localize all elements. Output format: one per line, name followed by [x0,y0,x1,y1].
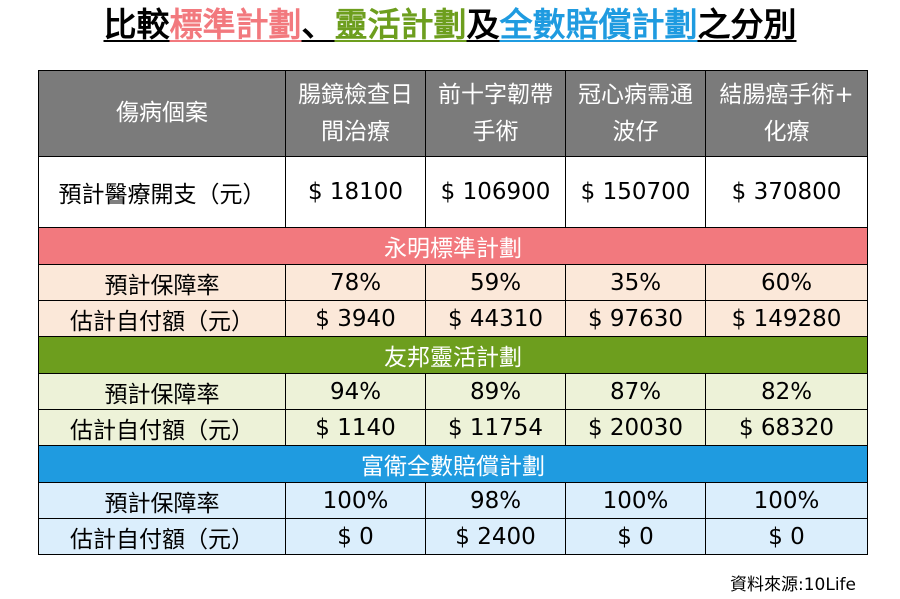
pay-value: $ 1140 [285,409,426,446]
title-connector: 及 [466,5,500,44]
pay-value: $ 0 [565,518,706,555]
section-title: 友邦靈活計劃 [38,336,868,374]
header-row-label: 傷病個案 [38,70,286,157]
pay-value: $ 3940 [285,300,426,337]
pay-value: $ 44310 [425,300,566,337]
rate-value: 98% [425,482,566,519]
pay-value: $ 97630 [565,300,706,337]
title-prefix: 比較 [103,5,170,44]
page-title: 比較標準計劃、靈活計劃及全數賠償計劃之分別 [0,2,900,48]
rate-value: 82% [705,373,868,410]
pay-value: $ 0 [285,518,426,555]
title-separator: 、 [301,5,335,44]
rate-label: 預計保障率 [38,373,286,410]
pay-value: $ 11754 [425,409,566,446]
title-suffix: 之分別 [697,5,797,44]
header-case-4-line-1: 結腸癌手術+ [719,81,854,108]
header-case-2-line-2: 手術 [472,118,519,145]
rate-value: 100% [705,482,868,519]
pay-label: 估計自付額（元） [38,409,286,446]
pay-value: $ 149280 [705,300,868,337]
cost-value: $ 150700 [565,156,706,228]
header-case-1-line-1: 腸鏡檢查日 [298,81,413,108]
comparison-table: 傷病個案 腸鏡檢查日間治療 前十字韌帶手術 冠心病需通波仔 結腸癌手術+ 化療 預… [38,70,868,555]
table-row: 預計保障率 78% 59% 35% 60% [38,264,868,301]
rate-value: 60% [705,264,868,301]
header-case-1: 腸鏡檢查日 間治療 [285,70,426,157]
pay-value: $ 68320 [705,409,868,446]
pay-label: 估計自付額（元） [38,518,286,555]
cost-value: $ 370800 [705,156,868,228]
pay-label: 估計自付額（元） [38,300,286,337]
header-case-4-line-2: 化療 [763,118,810,145]
table-row: 估計自付額（元） $ 0 $ 2400 $ 0 $ 0 [38,518,868,555]
header-case-3: 冠心病需通 波仔 [565,70,706,157]
rate-label: 預計保障率 [38,482,286,519]
title-plan-full: 全數賠償計劃 [499,5,698,44]
section-title: 永明標準計劃 [38,227,868,265]
rate-value: 94% [285,373,426,410]
header-case-2: 前十字韌帶 手術 [425,70,566,157]
rate-value: 89% [425,373,566,410]
rate-value: 100% [285,482,426,519]
title-plan-flexible: 靈活計劃 [334,5,467,44]
rate-value: 87% [565,373,706,410]
pay-value: $ 0 [705,518,868,555]
section-header-standard: 永明標準計劃 [38,227,868,265]
cost-row-label: 預計醫療開支（元） [38,156,286,228]
header-case-4: 結腸癌手術+ 化療 [705,70,868,157]
header-row: 傷病個案 腸鏡檢查日間治療 前十字韌帶手術 冠心病需通波仔 結腸癌手術+ 化療 [38,70,868,157]
rate-value: 100% [565,482,706,519]
source-note: 資料來源:10Life [730,575,856,595]
pay-value: $ 20030 [565,409,706,446]
cost-value: $ 106900 [425,156,566,228]
rate-value: 35% [565,264,706,301]
rate-label: 預計保障率 [38,264,286,301]
header-case-3-line-2: 波仔 [612,118,659,145]
rate-value: 59% [425,264,566,301]
rate-value: 78% [285,264,426,301]
section-title: 富衛全數賠償計劃 [38,445,868,483]
header-case-1-line-2: 間治療 [321,118,390,145]
cost-row: 預計醫療開支（元） $ 18100 $ 106900 $ 150700 $ 37… [38,156,868,228]
table-row: 估計自付額（元） $ 1140 $ 11754 $ 20030 $ 68320 [38,409,868,446]
header-case-3-line-1: 冠心病需通 [578,81,693,108]
cost-value: $ 18100 [285,156,426,228]
section-header-flexible: 友邦靈活計劃 [38,336,868,374]
table-row: 預計保障率 100% 98% 100% 100% [38,482,868,519]
table-row: 估計自付額（元） $ 3940 $ 44310 $ 97630 $ 149280 [38,300,868,337]
table-row: 預計保障率 94% 89% 87% 82% [38,373,868,410]
header-case-2-line-1: 前十字韌帶 [438,81,553,108]
section-header-full: 富衛全數賠償計劃 [38,445,868,483]
pay-value: $ 2400 [425,518,566,555]
title-plan-standard: 標準計劃 [169,5,302,44]
